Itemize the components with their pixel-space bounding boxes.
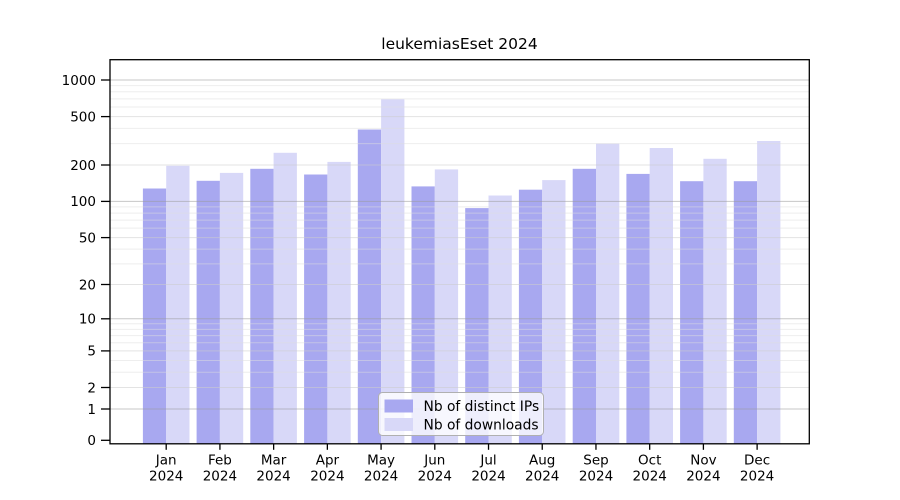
x-tick-label-year: 2024: [579, 469, 613, 485]
legend: Nb of distinct IPs Nb of downloads: [378, 392, 544, 436]
x-tick-label-year: 2024: [364, 469, 398, 485]
bar-ips-nov: [680, 181, 704, 444]
x-tick-label-year: 2024: [418, 469, 452, 485]
x-tick-label-month: Apr: [316, 453, 340, 469]
y-tick-label: 100: [70, 194, 96, 210]
x-tick-label-year: 2024: [471, 469, 505, 485]
y-tick-label: 50: [79, 230, 96, 246]
plot-border: [109, 59, 810, 445]
bar-downloads-may: [381, 99, 405, 444]
axes-layer: [101, 59, 810, 450]
x-tick-label-year: 2024: [256, 469, 290, 485]
y-tick-label: 0: [87, 433, 96, 449]
y-tick-label: 1: [87, 402, 96, 418]
x-tick-label-year: 2024: [310, 469, 344, 485]
bar-ips-jun: [411, 186, 435, 444]
x-tick-label-month: Jul: [479, 453, 496, 469]
x-tick-label-month: Jun: [423, 453, 445, 469]
x-tick-label-year: 2024: [740, 469, 774, 485]
x-tick-label-month: Aug: [529, 453, 555, 469]
x-tick-label-month: Nov: [690, 453, 716, 469]
x-tick-label-year: 2024: [633, 469, 667, 485]
x-tick-label-month: Oct: [638, 453, 661, 469]
legend-label-downloads: Nb of downloads: [424, 417, 539, 433]
y-tick-label: 10: [79, 312, 96, 328]
bar-ips-dec: [733, 181, 758, 444]
bar-downloads-sep: [596, 143, 620, 444]
bar-downloads-mar: [273, 152, 297, 444]
x-tick-label-month: Sep: [583, 453, 608, 469]
x-tick-label-year: 2024: [686, 469, 720, 485]
legend-box: [378, 392, 544, 436]
bar-ips-may: [357, 129, 382, 444]
bar-downloads-feb: [219, 172, 244, 444]
x-tick-label-year: 2024: [525, 469, 559, 485]
axis-labels-layer: 01251020501002005001000Jan2024Feb2024Mar…: [62, 73, 775, 485]
bar-ips-oct: [626, 173, 650, 444]
x-tick-label-month: Jan: [155, 453, 177, 469]
bar-ips-jul: [465, 208, 489, 444]
y-tick-label: 1000: [62, 73, 96, 89]
x-tick-label-year: 2024: [203, 469, 237, 485]
bar-downloads-aug: [542, 180, 566, 444]
x-tick-label-month: May: [367, 453, 395, 469]
chart-title: leukemiasEset 2024: [381, 35, 537, 53]
x-tick-label-month: Dec: [744, 453, 770, 469]
y-tick-label: 2: [87, 380, 96, 396]
bar-ips-sep: [572, 168, 596, 444]
bars-layer: [142, 99, 781, 444]
bar-ips-aug: [518, 189, 543, 444]
bar-downloads-jul: [488, 195, 512, 444]
x-tick-label-month: Mar: [261, 453, 287, 469]
y-tick-label: 20: [79, 277, 96, 293]
bar-downloads-apr: [327, 161, 351, 444]
legend-swatch-ips: [384, 399, 413, 413]
y-tick-label: 500: [70, 109, 96, 125]
legend-label-ips: Nb of distinct IPs: [424, 399, 540, 415]
bar-ips-apr: [304, 174, 328, 444]
legend-swatch-downloads: [384, 418, 413, 431]
gridlines-layer: [110, 79, 810, 410]
x-tick-label-year: 2024: [149, 469, 183, 485]
y-tick-label: 200: [70, 158, 96, 174]
bar-downloads-oct: [649, 148, 673, 444]
bar-ips-jan: [142, 188, 167, 444]
bar-ips-feb: [196, 180, 220, 444]
bar-ips-mar: [250, 168, 274, 444]
bar-downloads-dec: [757, 141, 781, 444]
y-tick-label: 5: [87, 344, 96, 360]
bar-downloads-jan: [166, 165, 190, 444]
x-tick-label-month: Feb: [208, 453, 232, 469]
